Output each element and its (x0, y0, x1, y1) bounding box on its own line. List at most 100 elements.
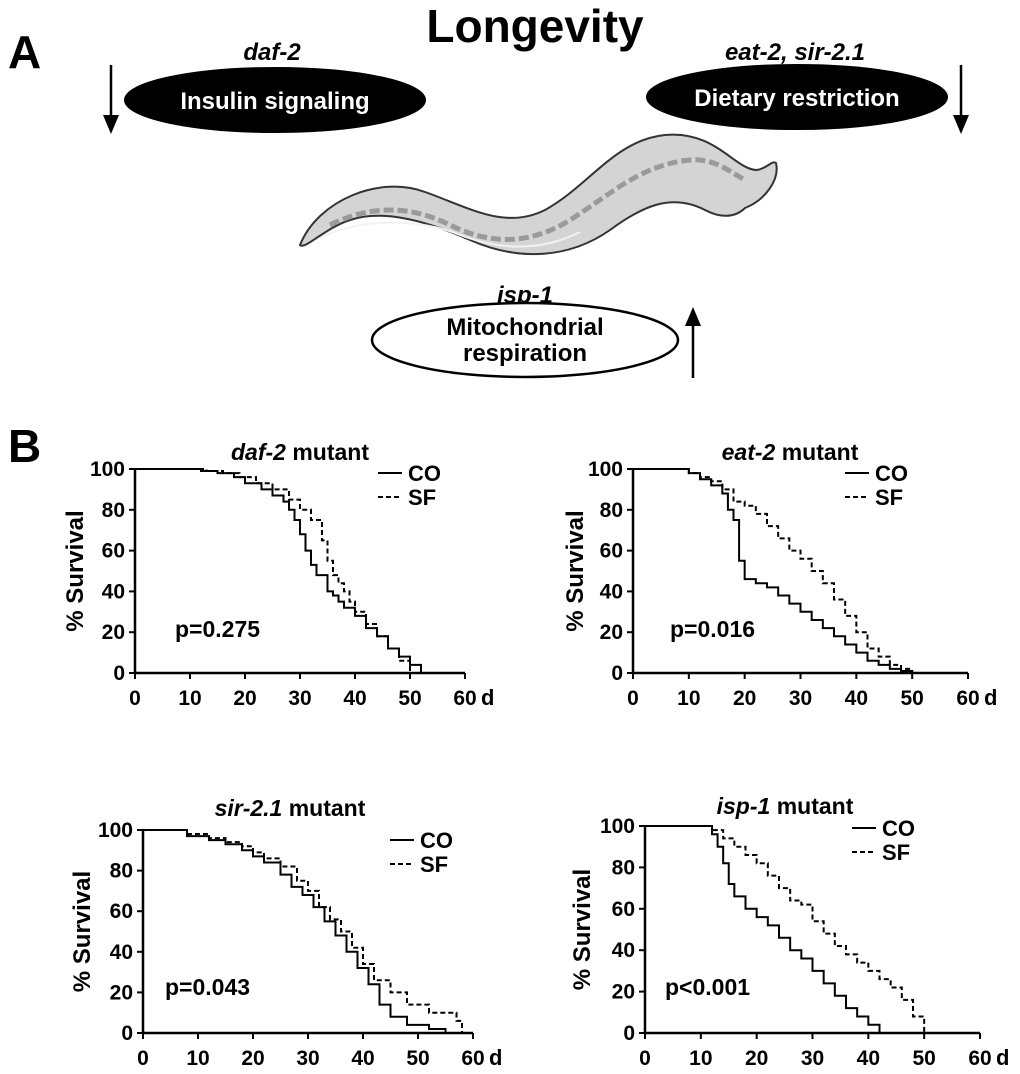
p-value-annotation: p=0.016 (670, 616, 755, 642)
legend-label-co: CO (408, 461, 441, 486)
legend-label-sf: SF (420, 852, 448, 877)
arrow-up-icon (685, 307, 701, 378)
x-tick-label: 30 (288, 687, 311, 710)
c-elegans-worm-icon (298, 133, 778, 256)
y-tick-label: 60 (612, 898, 635, 921)
chart-title: eat-2 mutant (722, 439, 859, 465)
x-tick-label: 50 (900, 687, 923, 710)
x-tick-label: 40 (351, 1047, 374, 1070)
x-tick-label: 60 (968, 1047, 991, 1070)
chart-title-gene: sir-2.1 (215, 795, 283, 821)
y-axis-label: % Survival (562, 510, 589, 631)
legend-label-sf: SF (408, 485, 436, 510)
x-axis-label: d (996, 1045, 1009, 1070)
y-axis-label: % Survival (62, 510, 89, 631)
x-tick-label: 30 (801, 1047, 824, 1070)
panel-b-label: B (8, 420, 41, 472)
y-tick-label: 40 (600, 580, 623, 603)
pathway-ellipse-insulin (124, 67, 426, 133)
arrow-down-right-icon (953, 65, 969, 134)
p-value-annotation: p=0.043 (165, 974, 250, 1000)
x-tick-label: 0 (137, 1047, 149, 1070)
y-tick-label: 20 (102, 621, 125, 644)
x-tick-label: 20 (733, 687, 756, 710)
y-tick-label: 40 (102, 580, 125, 603)
series-line-co (143, 829, 447, 1033)
y-tick-label: 0 (623, 1022, 635, 1045)
series-line-sf (143, 829, 463, 1033)
y-tick-label: 100 (98, 819, 133, 842)
x-tick-label: 50 (912, 1047, 935, 1070)
y-tick-label: 40 (612, 939, 635, 962)
legend-label-sf: SF (882, 840, 910, 865)
y-tick-label: 40 (110, 941, 133, 964)
p-value-annotation: p=0.275 (175, 616, 260, 642)
x-tick-label: 60 (956, 687, 979, 710)
y-tick-label: 0 (611, 662, 623, 685)
x-tick-label: 10 (186, 1047, 209, 1070)
x-tick-label: 20 (241, 1047, 264, 1070)
pathway-label-mitochondrial-line1: Mitochondrial (446, 314, 603, 341)
pathway-ellipse-dietary (646, 64, 948, 130)
series-line-co (645, 825, 881, 1033)
x-tick-label: 40 (343, 687, 366, 710)
legend-label-sf: SF (875, 485, 903, 510)
x-axis-label: d (984, 685, 997, 710)
x-tick-label: 40 (845, 687, 868, 710)
pathway-ellipse-mitochondrial (370, 301, 680, 379)
chart-title: daf-2 mutant (231, 439, 369, 465)
gene-label-eat-2-sir-2-1: eat-2, sir-2.1 (725, 39, 865, 66)
y-tick-label: 100 (600, 815, 635, 838)
chart-title-gene: isp-1 (717, 793, 771, 819)
x-tick-label: 10 (677, 687, 700, 710)
x-tick-label: 40 (857, 1047, 880, 1070)
chart-title-gene: daf-2 (231, 439, 286, 465)
chart-title-rest: mutant (286, 439, 369, 465)
y-tick-label: 60 (600, 540, 623, 563)
series-line-co (633, 468, 914, 673)
legend-label-co: CO (875, 461, 908, 486)
series-line-sf (135, 468, 411, 673)
panel-a-label: A (8, 26, 41, 78)
pathway-label-insulin: Insulin signaling (180, 88, 369, 115)
arrow-down-left-icon (103, 65, 119, 134)
y-tick-label: 60 (102, 540, 125, 563)
x-tick-label: 0 (627, 687, 639, 710)
y-axis-label: % Survival (69, 871, 96, 992)
y-axis-label: % Survival (569, 869, 596, 990)
x-axis-label: d (489, 1045, 502, 1070)
x-tick-label: 30 (296, 1047, 319, 1070)
x-tick-label: 50 (406, 1047, 429, 1070)
y-tick-label: 80 (612, 856, 635, 879)
x-tick-label: 0 (639, 1047, 651, 1070)
chart-title-rest: mutant (775, 439, 858, 465)
x-axis-label: d (481, 685, 494, 710)
chart-title: isp-1 mutant (717, 793, 854, 819)
y-tick-label: 20 (110, 981, 133, 1004)
chart-title: sir-2.1 mutant (215, 795, 366, 821)
y-tick-label: 0 (121, 1022, 133, 1045)
series-line-sf (645, 825, 926, 1033)
x-tick-label: 20 (233, 687, 256, 710)
x-tick-label: 10 (178, 687, 201, 710)
pathway-label-dietary: Dietary restriction (694, 85, 899, 112)
y-tick-label: 100 (588, 458, 623, 481)
x-tick-label: 50 (398, 687, 421, 710)
series-line-sf (633, 468, 914, 673)
y-tick-label: 60 (110, 900, 133, 923)
chart-title-rest: mutant (770, 793, 853, 819)
x-tick-label: 60 (453, 687, 476, 710)
y-tick-label: 80 (102, 499, 125, 522)
gene-label-daf-2: daf-2 (243, 39, 301, 66)
y-tick-label: 80 (600, 499, 623, 522)
y-tick-label: 80 (110, 860, 133, 883)
panel-a: A Longevity daf-2 Insulin signaling eat-… (8, 0, 969, 379)
y-tick-label: 100 (90, 458, 125, 481)
y-tick-label: 0 (113, 662, 125, 685)
legend-label-co: CO (882, 816, 915, 841)
